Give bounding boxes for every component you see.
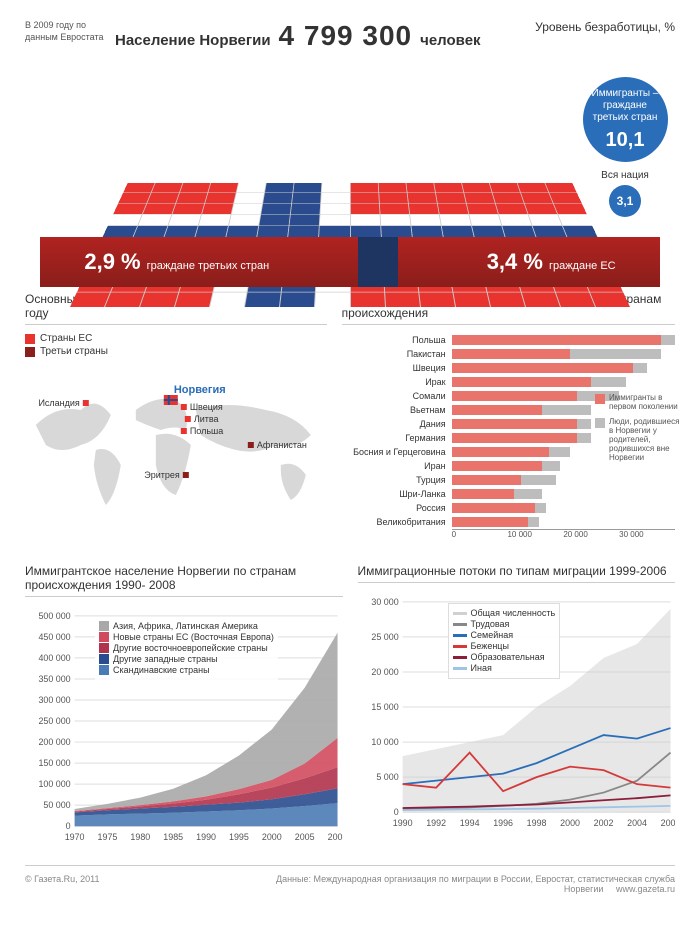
svg-text:1985: 1985 [163,832,183,842]
svg-text:2002: 2002 [593,818,613,828]
hbar-row: Пакистан [342,347,675,360]
unemployment-title: Уровень безработицы, % [525,20,675,34]
svg-text:1995: 1995 [229,832,249,842]
svg-text:1975: 1975 [98,832,118,842]
hbar-row: Турция [342,473,675,486]
hbar-row: Швеция [342,361,675,374]
svg-text:150 000: 150 000 [38,758,70,768]
svg-text:200 000: 200 000 [38,737,70,747]
svg-text:20 000: 20 000 [371,667,398,677]
svg-text:15 000: 15 000 [371,702,398,712]
svg-text:1996: 1996 [493,818,513,828]
svg-text:1980: 1980 [130,832,150,842]
map-legend: Страны ЕСТретьи страны [25,333,327,357]
source-note: В 2009 году по данным Евростата [25,20,105,43]
line-section-title: Иммиграционные потоки по типам миграции … [358,564,676,583]
svg-text:Швеция: Швеция [190,402,223,412]
world-map: Норвегия Исландия Швеция Литва Польша Афгани… [25,365,327,525]
hbar-row: Польша [342,333,675,346]
svg-text:50 000: 50 000 [43,800,70,810]
svg-text:1994: 1994 [459,818,479,828]
svg-text:1990: 1990 [196,832,216,842]
footer-copyright: © Газета.Ru, 2011 [25,874,100,894]
svg-text:2000: 2000 [560,818,580,828]
svg-text:500 000: 500 000 [38,611,70,621]
footer-url: www.gazeta.ru [616,884,675,894]
svg-text:2004: 2004 [627,818,647,828]
flag-left-stat: 2,9 % граждане третьих стран [84,249,269,275]
svg-text:30 000: 30 000 [371,597,398,607]
unemployment-badges: Иммигранты – граждане третьих стран 10,1… [565,77,685,217]
area-section-title: Иммигрантское население Норвегии по стра… [25,564,343,597]
hbar-row: Ирак [342,375,675,388]
footer: © Газета.Ru, 2011 Данные: Международная … [25,865,675,894]
page-title: Население Норвегии 4 799 300 человек [115,20,515,52]
svg-text:1998: 1998 [526,818,546,828]
svg-text:450 000: 450 000 [38,632,70,642]
svg-text:100 000: 100 000 [38,779,70,789]
svg-text:5 000: 5 000 [376,772,398,782]
hbar-row: Великобритания [342,515,675,528]
svg-text:300 000: 300 000 [38,695,70,705]
svg-text:2006: 2006 [660,818,675,828]
header: В 2009 году по данным Евростата Населени… [25,20,675,52]
hbar-row: Шри-Ланка [342,487,675,500]
svg-text:0: 0 [393,807,398,817]
svg-text:Афганистан: Афганистан [257,440,307,450]
svg-text:2005: 2005 [295,832,315,842]
hbar-row: Россия [342,501,675,514]
unemployment-nation: 3,1 [609,185,641,217]
svg-text:350 000: 350 000 [38,674,70,684]
svg-text:0: 0 [66,821,71,831]
svg-text:Литва: Литва [194,414,219,424]
svg-text:400 000: 400 000 [38,653,70,663]
line-chart: 0 5 000 10 000 15 000 20 000 25 000 30 000 1990… [358,591,676,836]
svg-text:1970: 1970 [65,832,85,842]
svg-text:250 000: 250 000 [38,716,70,726]
svg-text:25 000: 25 000 [371,632,398,642]
flag-right-stat: 3,4 % граждане ЕС [487,249,616,275]
hbar-chart: Польша Пакистан Швеция Ирак Сомали Вьетн… [342,333,675,539]
svg-text:10 000: 10 000 [371,737,398,747]
svg-text:Исландия: Исландия [38,398,79,408]
svg-text:2000: 2000 [262,832,282,842]
svg-text:2008: 2008 [328,832,343,842]
norway-label: Норвегия [174,384,226,396]
svg-text:1992: 1992 [426,818,446,828]
flag-infographic: 2,9 % граждане третьих стран 3,4 % гражд… [25,67,675,267]
svg-text:Польша: Польша [190,426,223,436]
unemployment-immigrants: Иммигранты – граждане третьих стран 10,1 [583,77,668,162]
svg-text:Эритрея: Эритрея [144,470,180,480]
area-chart: 0 50 000 100 000 150 000 200 000 250 000 300 0… [25,605,343,850]
svg-text:1990: 1990 [392,818,412,828]
